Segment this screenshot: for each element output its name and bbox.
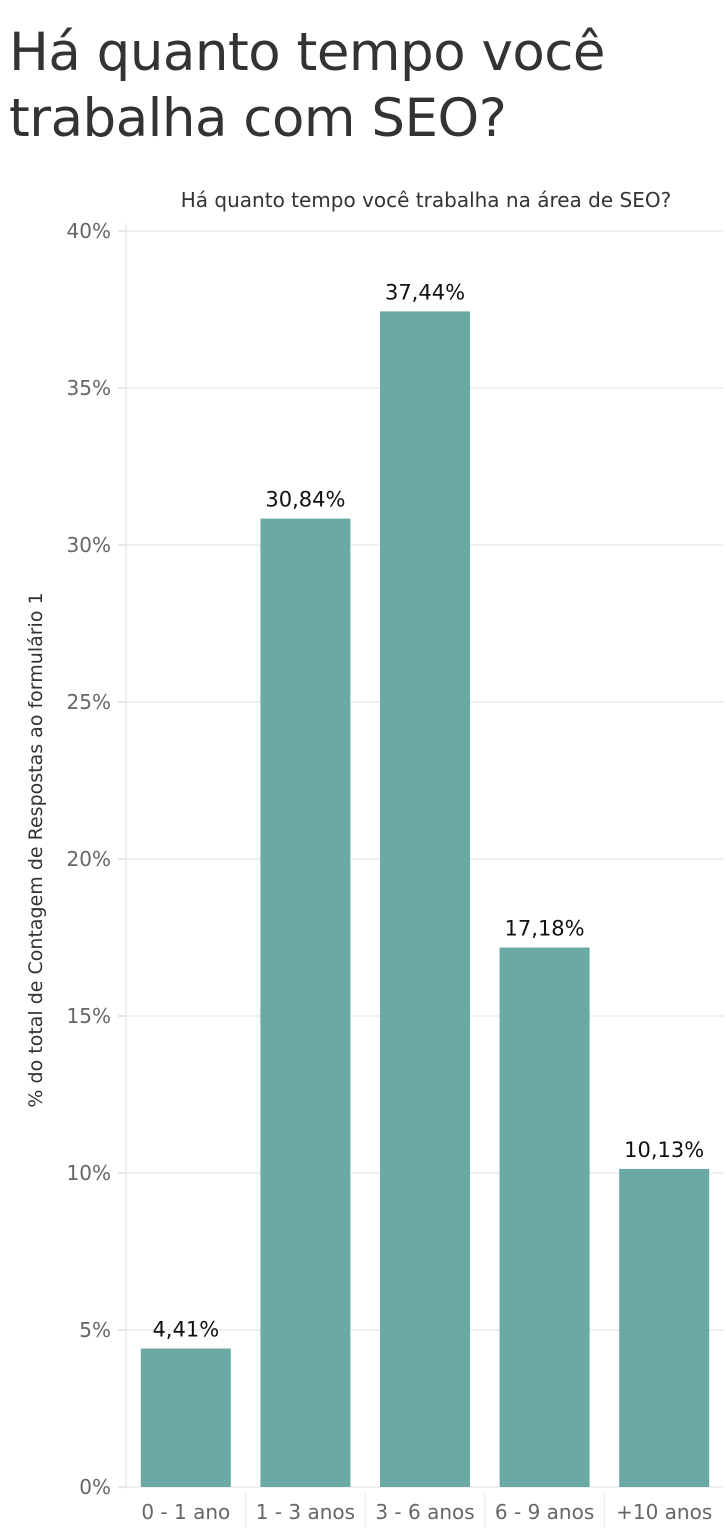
- y-axis-label: % do total de Contagem de Respostas ao f…: [25, 592, 47, 1107]
- axes: 0% 5% 10% 15% 20% 25% 30% 35% 40% 0 - 1 ano 1 - 3 …: [67, 219, 712, 1528]
- y-tick-label: 20%: [67, 847, 111, 871]
- x-tick-label: 3 - 6 anos: [375, 1500, 474, 1524]
- y-tick-label: 30%: [67, 533, 111, 557]
- y-tick-label: 25%: [67, 690, 111, 714]
- x-tick-label: 0 - 1 ano: [141, 1500, 230, 1524]
- y-tick-label: 40%: [67, 219, 111, 243]
- data-label: 10,13%: [624, 1138, 704, 1162]
- data-label: 30,84%: [265, 488, 345, 512]
- y-tick-label: 5%: [79, 1318, 111, 1342]
- y-tick-label: 10%: [67, 1161, 111, 1185]
- y-tick-label: 35%: [67, 376, 111, 400]
- x-tick-label: 1 - 3 anos: [256, 1500, 355, 1524]
- bar: [260, 518, 351, 1487]
- page-title: Há quanto tempo você trabalha com SEO?: [9, 22, 606, 149]
- chart-title: Há quanto tempo você trabalha na área de…: [181, 188, 671, 212]
- y-tick-label: 15%: [67, 1004, 111, 1028]
- data-label: 17,18%: [505, 917, 585, 941]
- y-tick-label: 0%: [79, 1475, 111, 1499]
- bar: [499, 947, 590, 1487]
- data-label: 4,41%: [152, 1318, 219, 1342]
- data-label: 37,44%: [385, 280, 465, 304]
- bar: [380, 311, 470, 1487]
- x-tick-label: 6 - 9 anos: [495, 1500, 594, 1524]
- bar: [140, 1348, 231, 1487]
- data-labels: 4,41% 30,84% 37,44% 17,18% 10,13%: [152, 280, 704, 1341]
- x-tick-label: +10 anos: [616, 1500, 712, 1524]
- bars: [140, 311, 710, 1487]
- bar: [619, 1168, 710, 1487]
